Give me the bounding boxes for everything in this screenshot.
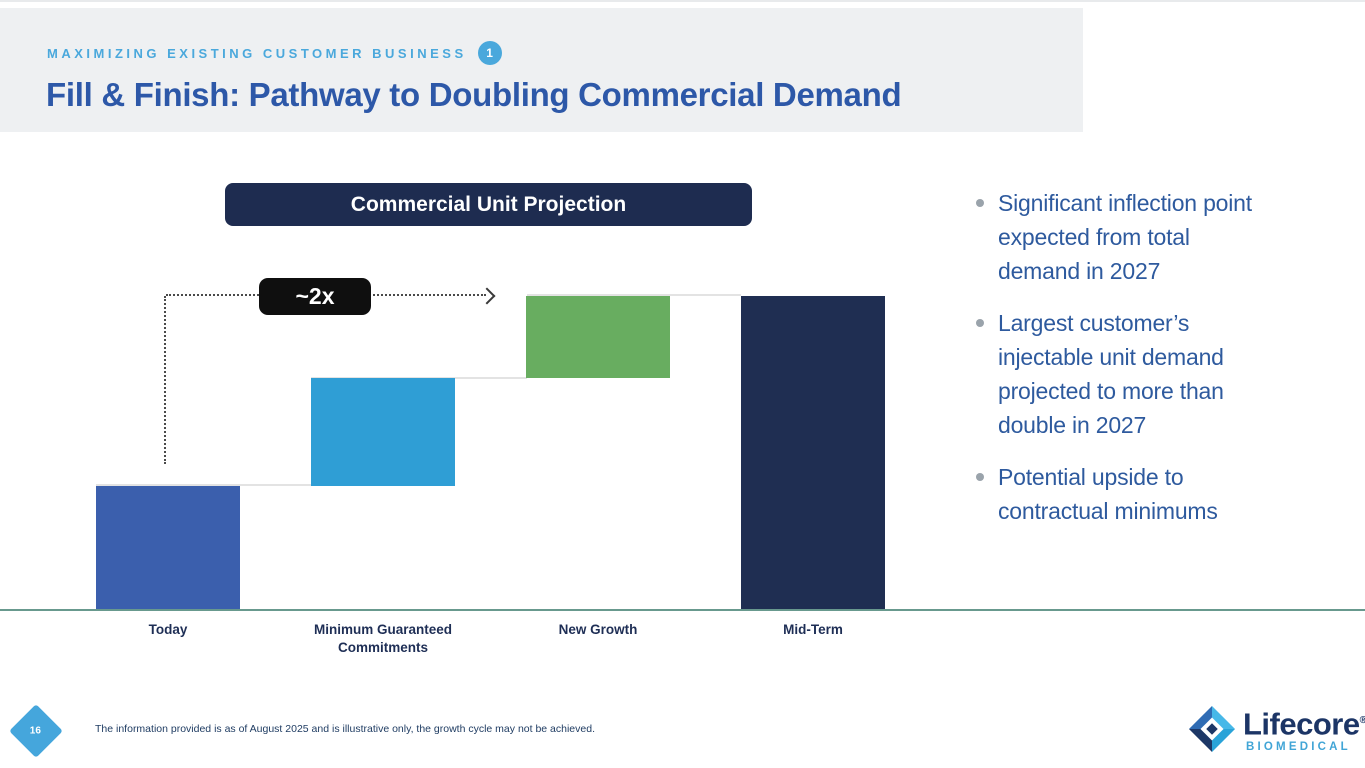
page-number-diamond: 16: [9, 704, 63, 758]
x-label-today: Today: [148, 622, 188, 637]
key-points-list: Significant inflection point expected fr…: [974, 186, 1276, 546]
list-item: Significant inflection point expected fr…: [974, 186, 1276, 288]
waterfall-connector: [527, 294, 741, 296]
waterfall-connector: [311, 377, 527, 379]
logo-text: Lifecore® BIOMEDICAL: [1243, 702, 1365, 754]
logo-brand: Lifecore®: [1243, 705, 1365, 740]
section-number-badge: 1: [477, 41, 502, 65]
chart-title: Commercial Unit Projection: [350, 192, 627, 216]
x-label-mid-term: Mid-Term: [783, 622, 843, 637]
page-number: 16: [30, 725, 42, 737]
footer-disclaimer: The information provided is as of August…: [95, 723, 595, 735]
bullet-dot-icon: [976, 473, 984, 481]
bullet-text: Potential upside to contractual minimums: [998, 464, 1218, 524]
bullet-dot-icon: [976, 199, 984, 207]
bar-today: [96, 486, 240, 610]
lifecore-logo: Lifecore® BIOMEDICAL: [1188, 702, 1365, 756]
doubling-callout: ~2x: [259, 278, 371, 315]
top-hairline: [0, 0, 1365, 2]
bullet-dot-icon: [976, 319, 984, 327]
section-eyebrow: MAXIMIZING EXISTING CUSTOMER BUSINESS 1: [47, 41, 502, 65]
x-label-line: Commitments: [337, 640, 428, 655]
x-label-line: Minimum Guaranteed: [313, 622, 453, 637]
waterfall-connector: [96, 484, 311, 486]
header-band: MAXIMIZING EXISTING CUSTOMER BUSINESS 1 …: [0, 8, 1083, 132]
list-item: Largest customer’s injectable unit deman…: [974, 306, 1276, 442]
annotation-dotted-vertical-line: [164, 296, 166, 464]
bar-mid-term: [741, 296, 885, 610]
x-label-new-growth: New Growth: [558, 622, 638, 637]
logo-subtitle: BIOMEDICAL: [1246, 741, 1351, 754]
lifecore-diamond-icon: [1188, 705, 1236, 753]
logo-brand-name: Lifecore: [1243, 706, 1360, 742]
registered-mark: ®: [1359, 715, 1365, 726]
chart-baseline: [0, 609, 1365, 611]
bullet-text: Significant inflection point expected fr…: [998, 190, 1252, 284]
list-item: Potential upside to contractual minimums: [974, 460, 1276, 528]
bullet-text: Largest customer’s injectable unit deman…: [998, 310, 1224, 438]
bar-minimum-guaranteed-commitments: [311, 378, 455, 486]
chart-title-box: Commercial Unit Projection: [225, 183, 752, 226]
annotation-arrow-head: [478, 287, 496, 305]
slide-title: Fill & Finish: Pathway to Doubling Comme…: [46, 76, 902, 113]
doubling-callout-label: ~2x: [295, 283, 335, 309]
eyebrow-text: MAXIMIZING EXISTING CUSTOMER BUSINESS: [47, 45, 467, 61]
bar-new-growth: [526, 296, 670, 379]
x-label-minimum-guaranteed-commitments: Minimum Guaranteed Commitments: [268, 621, 498, 657]
